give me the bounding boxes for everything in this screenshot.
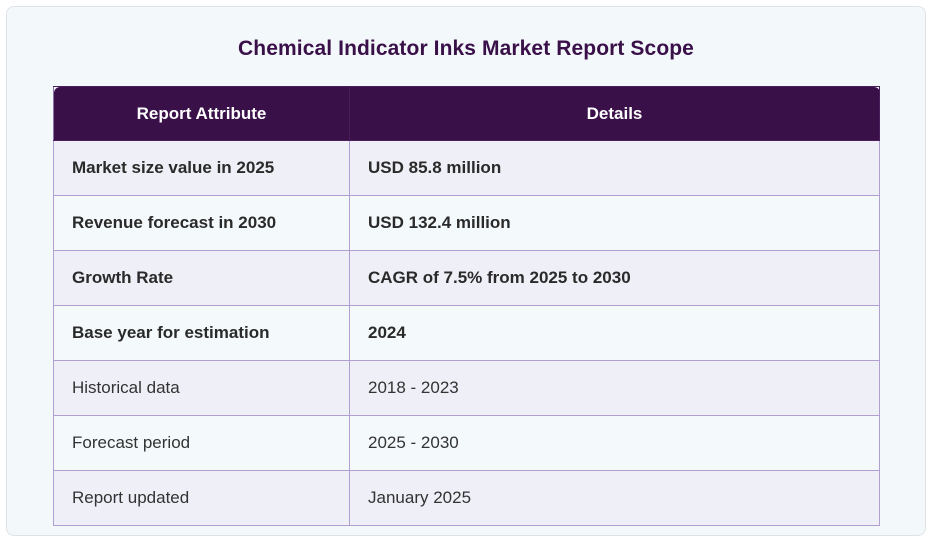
- table-row: Base year for estimation 2024: [53, 305, 880, 361]
- table-row: Report updated January 2025: [53, 470, 880, 526]
- table-row: Revenue forecast in 2030 USD 132.4 milli…: [53, 195, 880, 251]
- row-attribute: Growth Rate: [53, 250, 350, 306]
- table-row: Growth Rate CAGR of 7.5% from 2025 to 20…: [53, 250, 880, 306]
- table-row: Market size value in 2025 USD 85.8 milli…: [53, 140, 880, 196]
- row-details: 2024: [349, 305, 880, 361]
- row-details: 2018 - 2023: [349, 360, 880, 416]
- table-row: Historical data 2018 - 2023: [53, 360, 880, 416]
- row-details: January 2025: [349, 470, 880, 526]
- row-details: 2025 - 2030: [349, 415, 880, 471]
- page-title: Chemical Indicator Inks Market Report Sc…: [238, 37, 694, 60]
- report-scope-table: Report Attribute Details Market size val…: [53, 86, 880, 526]
- report-scope-card: Chemical Indicator Inks Market Report Sc…: [6, 6, 926, 536]
- row-attribute: Forecast period: [53, 415, 350, 471]
- row-details: CAGR of 7.5% from 2025 to 2030: [349, 250, 880, 306]
- row-attribute: Report updated: [53, 470, 350, 526]
- row-details: USD 132.4 million: [349, 195, 880, 251]
- column-header-details: Details: [349, 86, 880, 141]
- row-attribute: Revenue forecast in 2030: [53, 195, 350, 251]
- row-attribute: Market size value in 2025: [53, 140, 350, 196]
- column-header-attribute: Report Attribute: [53, 86, 350, 141]
- row-attribute: Base year for estimation: [53, 305, 350, 361]
- table-row: Forecast period 2025 - 2030: [53, 415, 880, 471]
- table-header-row: Report Attribute Details: [53, 86, 880, 141]
- row-details: USD 85.8 million: [349, 140, 880, 196]
- row-attribute: Historical data: [53, 360, 350, 416]
